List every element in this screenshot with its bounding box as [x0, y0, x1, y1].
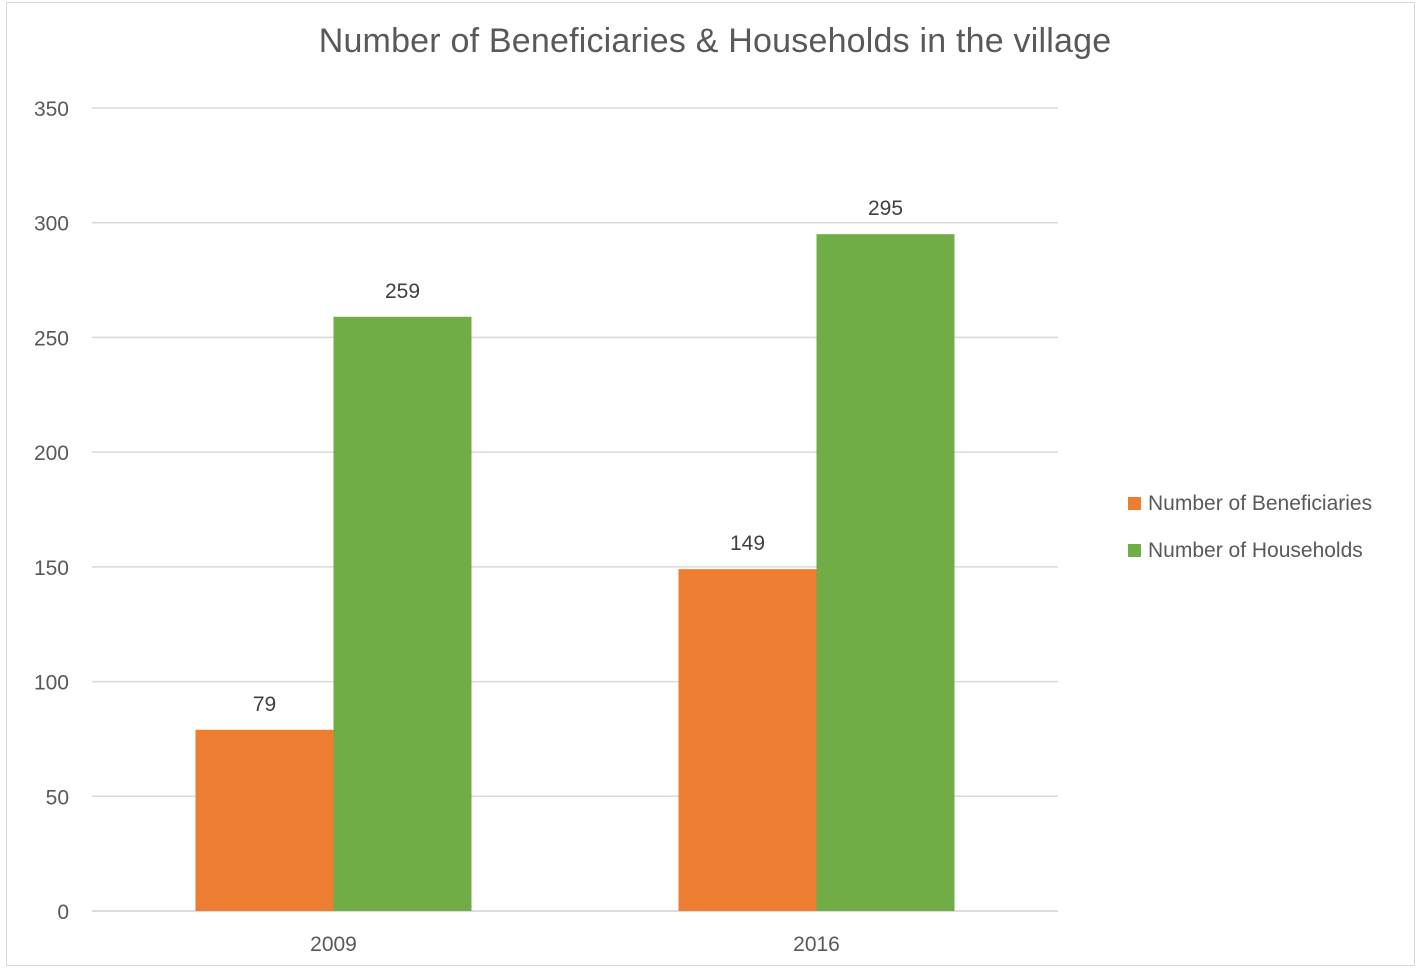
legend-label-households: Number of Households [1148, 538, 1363, 562]
y-tick-label: 300 [34, 213, 69, 236]
bar-beneficiaries-2016 [678, 569, 817, 911]
legend-swatch-beneficiaries [1128, 497, 1141, 510]
data-label: 149 [730, 532, 765, 555]
legend-item-households: Number of Households [1128, 527, 1372, 574]
y-tick-label: 0 [57, 901, 69, 924]
data-label: 259 [385, 280, 420, 303]
bar-households-2009 [333, 316, 472, 911]
bar-households-2016 [816, 234, 955, 911]
y-tick-label: 350 [34, 98, 69, 121]
y-tick-label: 100 [34, 672, 69, 695]
legend-item-beneficiaries: Number of Beneficiaries [1128, 480, 1372, 527]
x-tick-label: 2009 [310, 933, 357, 956]
legend-label-beneficiaries: Number of Beneficiaries [1148, 491, 1373, 515]
x-tick-label: 2016 [793, 933, 840, 956]
y-tick-label: 250 [34, 327, 69, 350]
data-label: 295 [868, 197, 903, 220]
chart-title: Number of Beneficiaries & Households in … [318, 22, 1112, 60]
bar-beneficiaries-2009 [195, 729, 334, 911]
legend-swatch-households [1128, 544, 1141, 557]
y-tick-label: 200 [34, 442, 69, 465]
legend: Number of Beneficiaries Number of Househ… [1128, 480, 1372, 574]
data-label: 79 [253, 693, 276, 716]
y-tick-label: 150 [34, 557, 69, 580]
y-tick-label: 50 [46, 786, 69, 809]
